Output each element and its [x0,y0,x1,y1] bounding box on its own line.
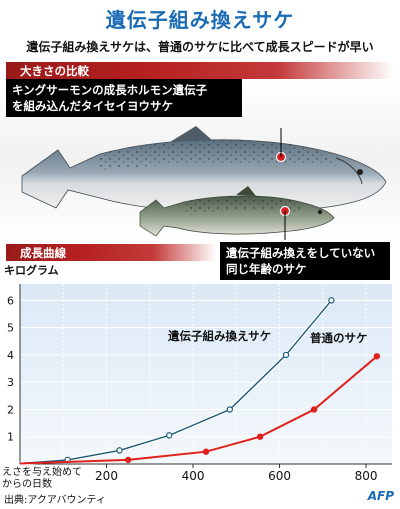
gm-salmon-callout: キングサーモンの成長ホルモン遺伝子 を組み込んだタイセイヨウサケ [6,79,242,117]
gm-salmon-image [21,126,387,222]
growth-curve-label: 成長曲線 [20,246,66,260]
series-line-normal [19,355,378,465]
fish-comparison-photo: キングサーモンの成長ホルモン遺伝子 を組み込んだタイセイヨウサケ 遺伝子組み換え… [0,79,400,280]
series-label-normal: 普通のサケ [310,331,368,345]
x-tick-label: 400 [182,469,205,483]
gm-callout-line-2: を組み込んだタイセイヨウサケ [12,99,173,113]
y-tick-label: 6 [7,294,14,307]
x-axis-label: えさを与え始めて [2,465,82,478]
series-point-normal [310,406,318,413]
x-tick-label: 200 [95,469,118,483]
plot-background [20,284,392,464]
y-tick-label: 1 [7,431,14,444]
size-comparison-header: 大きさの比較 [6,62,394,79]
series-label-gm: 遺伝子組み換えサケ [167,329,271,343]
series-point-normal [256,433,264,440]
y-axis-label: キログラム [4,263,59,277]
gm-callout-line-1: キングサーモンの成長ホルモン遺伝子 [12,83,208,97]
series-point-gm [328,297,335,304]
series-point-gm [166,432,173,439]
size-comparison-label: 大きさの比較 [20,64,89,78]
x-axis-label: からの日数 [2,477,52,490]
normal-callout-line-2: 同じ年齢のサケ [226,262,307,276]
afp-logo: AFP [367,489,394,503]
series-point-gm [226,406,233,413]
source-credit: 出典:アクアバウンティ [4,495,106,506]
normal-callout-line-1: 遺伝子組み換えをしていない [226,246,376,260]
y-tick-label: 3 [7,376,14,389]
page-subtitle: 遺伝子組み換えサケは、普通のサケに比べて成長スピードが早い [26,40,374,54]
page-title: 遺伝子組み換えサケ [105,8,295,32]
series-point-normal [202,448,210,455]
y-tick-label: 5 [7,322,14,335]
x-tick-label: 600 [268,469,291,483]
growth-chart: キログラム 1 2 3 4 5 6 200 400 600 800 えさを与え始めて からの日数 遺伝子組… [0,262,400,509]
normal-salmon-callout: 遺伝子組み換えをしていない 同じ年齢のサケ [220,242,390,280]
y-tick-label: 4 [7,349,14,362]
growth-curve-header: 成長曲線 [6,244,216,261]
series-point-gm [116,447,123,454]
series-point-normal [373,353,381,360]
y-tick-label: 2 [7,403,14,416]
series-point-normal [124,456,132,464]
x-tick-label: 800 [355,469,378,483]
series-point-gm [282,351,290,359]
